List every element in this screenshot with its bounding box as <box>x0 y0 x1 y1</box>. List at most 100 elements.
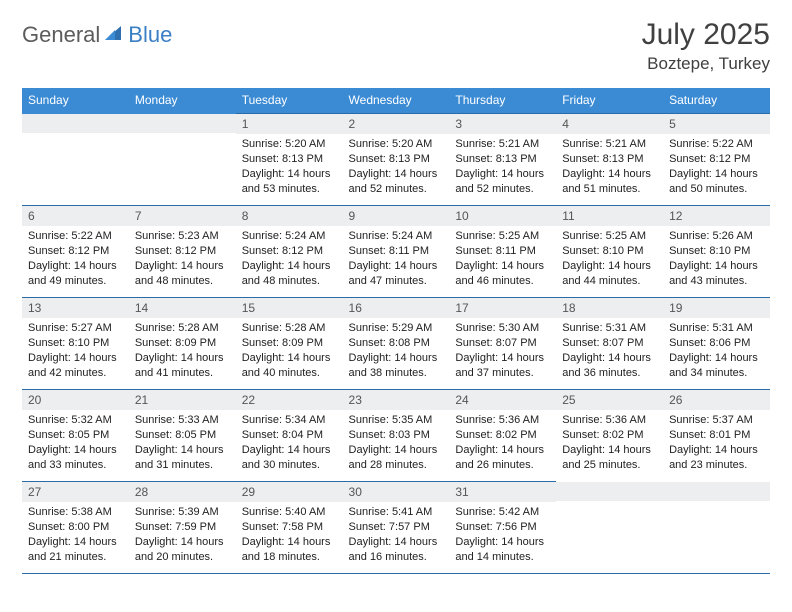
brand-sail-icon <box>103 24 123 47</box>
daylight-text: Daylight: 14 hours and 36 minutes. <box>562 351 657 381</box>
day-number: 27 <box>22 482 129 502</box>
day-number: 12 <box>663 206 770 226</box>
daylight-text: Daylight: 14 hours and 30 minutes. <box>242 443 337 473</box>
calendar-day-cell: 12Sunrise: 5:26 AMSunset: 8:10 PMDayligh… <box>663 206 770 298</box>
day-details: Sunrise: 5:23 AMSunset: 8:12 PMDaylight:… <box>129 226 236 290</box>
calendar-day-cell: 19Sunrise: 5:31 AMSunset: 8:06 PMDayligh… <box>663 298 770 390</box>
day-number: 5 <box>663 114 770 134</box>
day-number <box>556 482 663 501</box>
day-details: Sunrise: 5:32 AMSunset: 8:05 PMDaylight:… <box>22 410 129 474</box>
day-number: 31 <box>449 482 556 502</box>
daylight-text: Daylight: 14 hours and 25 minutes. <box>562 443 657 473</box>
day-details: Sunrise: 5:21 AMSunset: 8:13 PMDaylight:… <box>556 134 663 198</box>
day-details: Sunrise: 5:33 AMSunset: 8:05 PMDaylight:… <box>129 410 236 474</box>
sunrise-text: Sunrise: 5:25 AM <box>455 229 550 244</box>
day-number: 23 <box>343 390 450 410</box>
calendar-day-cell: 11Sunrise: 5:25 AMSunset: 8:10 PMDayligh… <box>556 206 663 298</box>
day-details: Sunrise: 5:41 AMSunset: 7:57 PMDaylight:… <box>343 502 450 566</box>
brand-text-part2: Blue <box>128 22 172 48</box>
daylight-text: Daylight: 14 hours and 33 minutes. <box>28 443 123 473</box>
daylight-text: Daylight: 14 hours and 37 minutes. <box>455 351 550 381</box>
day-number: 30 <box>343 482 450 502</box>
brand-logo: General Blue <box>22 18 172 48</box>
page-header: General Blue July 2025 Boztepe, Turkey <box>22 18 770 74</box>
sunset-text: Sunset: 8:04 PM <box>242 428 337 443</box>
sunrise-text: Sunrise: 5:42 AM <box>455 505 550 520</box>
sunrise-text: Sunrise: 5:21 AM <box>562 137 657 152</box>
day-details: Sunrise: 5:25 AMSunset: 8:10 PMDaylight:… <box>556 226 663 290</box>
day-details: Sunrise: 5:21 AMSunset: 8:13 PMDaylight:… <box>449 134 556 198</box>
calendar-day-cell: 17Sunrise: 5:30 AMSunset: 8:07 PMDayligh… <box>449 298 556 390</box>
daylight-text: Daylight: 14 hours and 46 minutes. <box>455 259 550 289</box>
weekday-header: Sunday <box>22 88 129 114</box>
day-number: 3 <box>449 114 556 134</box>
daylight-text: Daylight: 14 hours and 52 minutes. <box>349 167 444 197</box>
day-number: 26 <box>663 390 770 410</box>
calendar-day-cell: 20Sunrise: 5:32 AMSunset: 8:05 PMDayligh… <box>22 390 129 482</box>
sunset-text: Sunset: 8:07 PM <box>562 336 657 351</box>
day-number: 8 <box>236 206 343 226</box>
day-number: 17 <box>449 298 556 318</box>
day-number: 4 <box>556 114 663 134</box>
calendar-day-cell: 30Sunrise: 5:41 AMSunset: 7:57 PMDayligh… <box>343 482 450 574</box>
sunrise-text: Sunrise: 5:28 AM <box>135 321 230 336</box>
weekday-header-row: Sunday Monday Tuesday Wednesday Thursday… <box>22 88 770 114</box>
sunset-text: Sunset: 7:59 PM <box>135 520 230 535</box>
day-details: Sunrise: 5:24 AMSunset: 8:11 PMDaylight:… <box>343 226 450 290</box>
calendar-day-cell: 27Sunrise: 5:38 AMSunset: 8:00 PMDayligh… <box>22 482 129 574</box>
sunrise-text: Sunrise: 5:28 AM <box>242 321 337 336</box>
calendar-day-cell: 14Sunrise: 5:28 AMSunset: 8:09 PMDayligh… <box>129 298 236 390</box>
day-number: 6 <box>22 206 129 226</box>
sunset-text: Sunset: 8:05 PM <box>28 428 123 443</box>
sunrise-text: Sunrise: 5:31 AM <box>669 321 764 336</box>
day-details: Sunrise: 5:38 AMSunset: 8:00 PMDaylight:… <box>22 502 129 566</box>
sunset-text: Sunset: 8:03 PM <box>349 428 444 443</box>
sunrise-text: Sunrise: 5:33 AM <box>135 413 230 428</box>
day-number: 25 <box>556 390 663 410</box>
daylight-text: Daylight: 14 hours and 26 minutes. <box>455 443 550 473</box>
month-title: July 2025 <box>642 18 770 52</box>
day-details: Sunrise: 5:31 AMSunset: 8:06 PMDaylight:… <box>663 318 770 382</box>
daylight-text: Daylight: 14 hours and 53 minutes. <box>242 167 337 197</box>
calendar-day-cell <box>556 482 663 574</box>
daylight-text: Daylight: 14 hours and 38 minutes. <box>349 351 444 381</box>
daylight-text: Daylight: 14 hours and 52 minutes. <box>455 167 550 197</box>
day-details: Sunrise: 5:20 AMSunset: 8:13 PMDaylight:… <box>343 134 450 198</box>
day-details: Sunrise: 5:39 AMSunset: 7:59 PMDaylight:… <box>129 502 236 566</box>
daylight-text: Daylight: 14 hours and 50 minutes. <box>669 167 764 197</box>
day-details: Sunrise: 5:22 AMSunset: 8:12 PMDaylight:… <box>22 226 129 290</box>
daylight-text: Daylight: 14 hours and 48 minutes. <box>135 259 230 289</box>
daylight-text: Daylight: 14 hours and 31 minutes. <box>135 443 230 473</box>
sunset-text: Sunset: 8:09 PM <box>242 336 337 351</box>
sunset-text: Sunset: 8:12 PM <box>242 244 337 259</box>
sunset-text: Sunset: 8:10 PM <box>669 244 764 259</box>
day-details: Sunrise: 5:28 AMSunset: 8:09 PMDaylight:… <box>129 318 236 382</box>
sunset-text: Sunset: 8:07 PM <box>455 336 550 351</box>
day-details: Sunrise: 5:36 AMSunset: 8:02 PMDaylight:… <box>556 410 663 474</box>
day-number: 19 <box>663 298 770 318</box>
day-details: Sunrise: 5:31 AMSunset: 8:07 PMDaylight:… <box>556 318 663 382</box>
day-details: Sunrise: 5:37 AMSunset: 8:01 PMDaylight:… <box>663 410 770 474</box>
daylight-text: Daylight: 14 hours and 18 minutes. <box>242 535 337 565</box>
daylight-text: Daylight: 14 hours and 20 minutes. <box>135 535 230 565</box>
calendar-week-row: 1Sunrise: 5:20 AMSunset: 8:13 PMDaylight… <box>22 114 770 206</box>
daylight-text: Daylight: 14 hours and 34 minutes. <box>669 351 764 381</box>
calendar-day-cell: 6Sunrise: 5:22 AMSunset: 8:12 PMDaylight… <box>22 206 129 298</box>
calendar-day-cell: 22Sunrise: 5:34 AMSunset: 8:04 PMDayligh… <box>236 390 343 482</box>
sunrise-text: Sunrise: 5:29 AM <box>349 321 444 336</box>
day-number: 29 <box>236 482 343 502</box>
sunset-text: Sunset: 8:02 PM <box>455 428 550 443</box>
weekday-header: Tuesday <box>236 88 343 114</box>
day-details: Sunrise: 5:40 AMSunset: 7:58 PMDaylight:… <box>236 502 343 566</box>
day-number <box>663 482 770 501</box>
sunrise-text: Sunrise: 5:32 AM <box>28 413 123 428</box>
weekday-header: Wednesday <box>343 88 450 114</box>
sunset-text: Sunset: 7:57 PM <box>349 520 444 535</box>
calendar-day-cell: 25Sunrise: 5:36 AMSunset: 8:02 PMDayligh… <box>556 390 663 482</box>
day-number: 20 <box>22 390 129 410</box>
day-details: Sunrise: 5:28 AMSunset: 8:09 PMDaylight:… <box>236 318 343 382</box>
day-details: Sunrise: 5:29 AMSunset: 8:08 PMDaylight:… <box>343 318 450 382</box>
calendar-day-cell: 18Sunrise: 5:31 AMSunset: 8:07 PMDayligh… <box>556 298 663 390</box>
calendar-day-cell: 15Sunrise: 5:28 AMSunset: 8:09 PMDayligh… <box>236 298 343 390</box>
calendar-day-cell: 4Sunrise: 5:21 AMSunset: 8:13 PMDaylight… <box>556 114 663 206</box>
